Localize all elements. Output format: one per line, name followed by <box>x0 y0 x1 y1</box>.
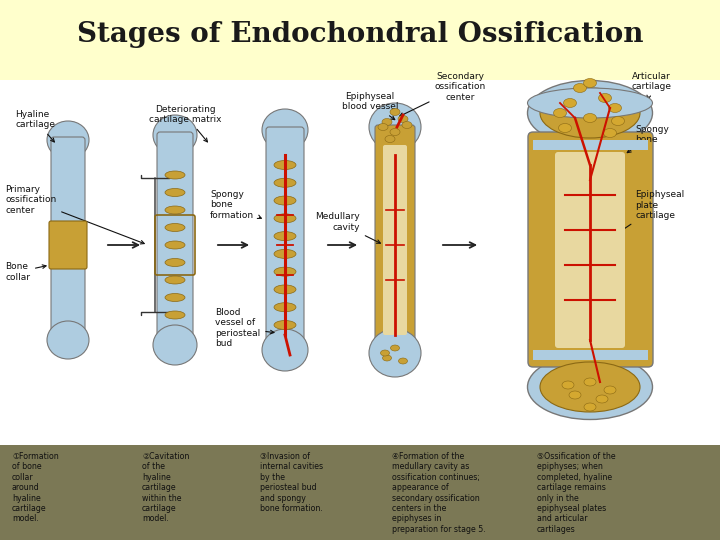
Ellipse shape <box>528 88 652 118</box>
Ellipse shape <box>569 391 581 399</box>
Ellipse shape <box>385 136 395 143</box>
Ellipse shape <box>603 129 616 138</box>
FancyBboxPatch shape <box>266 127 304 343</box>
FancyBboxPatch shape <box>51 137 85 333</box>
Ellipse shape <box>584 378 596 386</box>
Ellipse shape <box>165 171 185 179</box>
Ellipse shape <box>274 232 296 241</box>
Ellipse shape <box>369 329 421 377</box>
FancyBboxPatch shape <box>383 145 407 335</box>
Ellipse shape <box>165 294 185 301</box>
Text: Spongy
bone: Spongy bone <box>627 125 669 153</box>
Ellipse shape <box>274 285 296 294</box>
Ellipse shape <box>390 109 400 116</box>
FancyBboxPatch shape <box>528 132 653 367</box>
Ellipse shape <box>274 214 296 223</box>
FancyBboxPatch shape <box>555 152 625 348</box>
Ellipse shape <box>540 362 640 412</box>
Text: Spongy
bone
formation: Spongy bone formation <box>210 190 261 220</box>
Ellipse shape <box>559 124 572 132</box>
Text: ④Formation of the
medullary cavity as
ossification continues;
appearance of
seco: ④Formation of the medullary cavity as os… <box>392 452 486 534</box>
Ellipse shape <box>274 178 296 187</box>
Text: Epiphyseal
plate
cartilage: Epiphyseal plate cartilage <box>603 190 684 243</box>
Ellipse shape <box>153 115 197 155</box>
Ellipse shape <box>47 321 89 359</box>
Ellipse shape <box>274 303 296 312</box>
Ellipse shape <box>554 109 567 118</box>
Text: Stages of Endochondral Ossification: Stages of Endochondral Ossification <box>77 22 643 49</box>
Ellipse shape <box>611 117 624 125</box>
Text: Bone
collar: Bone collar <box>5 262 46 282</box>
Ellipse shape <box>262 109 308 151</box>
Ellipse shape <box>369 103 421 151</box>
Ellipse shape <box>528 354 652 420</box>
Ellipse shape <box>274 196 296 205</box>
Ellipse shape <box>165 224 185 232</box>
Ellipse shape <box>165 188 185 197</box>
Ellipse shape <box>528 80 652 145</box>
Ellipse shape <box>274 321 296 329</box>
Ellipse shape <box>598 93 611 103</box>
Text: Medullary
cavity: Medullary cavity <box>315 212 380 243</box>
Ellipse shape <box>153 325 197 365</box>
Ellipse shape <box>390 129 400 136</box>
Ellipse shape <box>274 249 296 258</box>
Ellipse shape <box>596 395 608 403</box>
Ellipse shape <box>583 78 596 87</box>
Text: ③Invasion of
internal cavities
by the
periosteal bud
and spongy
bone formation.: ③Invasion of internal cavities by the pe… <box>260 452 323 513</box>
Ellipse shape <box>165 259 185 267</box>
Text: ②Cavitation
of the
hyaline
cartilage
within the
cartilage
model.: ②Cavitation of the hyaline cartilage wit… <box>142 452 189 523</box>
Text: Hyaline
cartilage: Hyaline cartilage <box>15 110 55 142</box>
Text: Deteriorating
cartilage matrix: Deteriorating cartilage matrix <box>149 105 221 142</box>
FancyBboxPatch shape <box>375 125 415 346</box>
Ellipse shape <box>274 160 296 170</box>
Text: Blood
vessel of
periosteal
bud: Blood vessel of periosteal bud <box>215 308 274 348</box>
Ellipse shape <box>398 116 408 123</box>
Text: ①Formation
of bone
collar
around
hyaline
cartilage
model.: ①Formation of bone collar around hyaline… <box>12 452 59 523</box>
Ellipse shape <box>562 381 574 389</box>
Ellipse shape <box>564 98 577 107</box>
Ellipse shape <box>380 350 390 356</box>
Ellipse shape <box>402 122 412 129</box>
Bar <box>0 445 720 540</box>
FancyBboxPatch shape <box>49 221 87 269</box>
Ellipse shape <box>540 88 640 138</box>
Ellipse shape <box>165 241 185 249</box>
Ellipse shape <box>604 386 616 394</box>
Ellipse shape <box>165 311 185 319</box>
Text: Secondary
ossification
center: Secondary ossification center <box>400 72 485 116</box>
Ellipse shape <box>574 84 587 92</box>
Ellipse shape <box>47 121 89 159</box>
Ellipse shape <box>583 113 596 123</box>
Ellipse shape <box>382 355 392 361</box>
Ellipse shape <box>608 104 621 112</box>
Ellipse shape <box>165 276 185 284</box>
Ellipse shape <box>390 345 400 351</box>
Text: Primary
ossification
center: Primary ossification center <box>5 185 144 244</box>
Text: ⑤Ossification of the
epiphyses; when
completed, hyaline
cartilage remains
only i: ⑤Ossification of the epiphyses; when com… <box>537 452 616 534</box>
Ellipse shape <box>274 267 296 276</box>
Ellipse shape <box>398 358 408 364</box>
Text: Articular
cartilage: Articular cartilage <box>632 72 672 99</box>
Ellipse shape <box>378 124 388 131</box>
Ellipse shape <box>584 403 596 411</box>
Bar <box>0 0 720 80</box>
Ellipse shape <box>382 118 392 125</box>
Bar <box>533 140 648 150</box>
Text: Epiphyseal
blood vessel: Epiphyseal blood vessel <box>342 92 398 120</box>
Ellipse shape <box>165 206 185 214</box>
Bar <box>533 350 648 360</box>
Bar <box>0 80 720 445</box>
Ellipse shape <box>262 329 308 371</box>
FancyBboxPatch shape <box>157 132 193 338</box>
